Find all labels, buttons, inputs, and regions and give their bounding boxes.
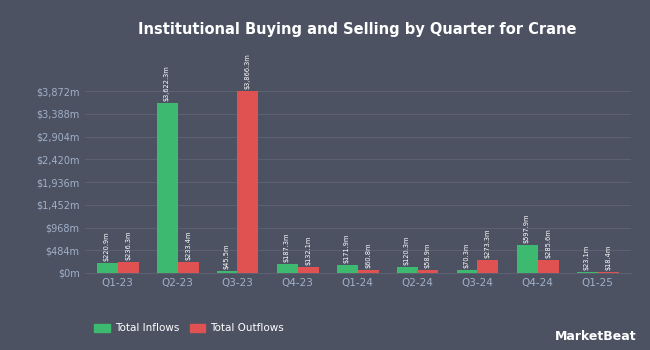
Bar bbox=[118, 262, 138, 273]
Bar bbox=[237, 91, 259, 273]
Bar bbox=[396, 267, 417, 273]
Text: $58.9m: $58.9m bbox=[425, 243, 431, 268]
Text: MarketBeat: MarketBeat bbox=[555, 330, 637, 343]
Bar bbox=[358, 270, 378, 273]
Bar bbox=[478, 260, 499, 273]
Text: $132.1m: $132.1m bbox=[305, 236, 311, 265]
Text: $70.3m: $70.3m bbox=[464, 243, 470, 268]
Text: $597.9m: $597.9m bbox=[524, 214, 530, 243]
Text: $45.5m: $45.5m bbox=[224, 244, 230, 269]
Bar bbox=[597, 272, 619, 273]
Text: $23.1m: $23.1m bbox=[584, 245, 590, 270]
Bar bbox=[276, 264, 298, 273]
Legend: Total Inflows, Total Outflows: Total Inflows, Total Outflows bbox=[90, 319, 288, 337]
Bar bbox=[177, 262, 198, 273]
Bar bbox=[157, 103, 177, 273]
Bar bbox=[96, 262, 118, 273]
Bar bbox=[538, 260, 558, 273]
Text: $3,622.3m: $3,622.3m bbox=[164, 65, 170, 101]
Bar bbox=[417, 270, 439, 273]
Bar bbox=[337, 265, 358, 273]
Bar bbox=[298, 267, 318, 273]
Text: $171.9m: $171.9m bbox=[344, 234, 350, 263]
Text: $120.3m: $120.3m bbox=[404, 236, 410, 265]
Bar bbox=[216, 271, 237, 273]
Text: $3,866.3m: $3,866.3m bbox=[245, 54, 251, 89]
Bar bbox=[577, 272, 597, 273]
Text: $233.4m: $233.4m bbox=[185, 231, 191, 260]
Text: $285.6m: $285.6m bbox=[545, 228, 551, 258]
Text: $220.9m: $220.9m bbox=[104, 231, 110, 261]
Text: $18.4m: $18.4m bbox=[605, 245, 611, 270]
Bar bbox=[456, 270, 478, 273]
Text: $236.3m: $236.3m bbox=[125, 231, 131, 260]
Title: Institutional Buying and Selling by Quarter for Crane: Institutional Buying and Selling by Quar… bbox=[138, 22, 577, 37]
Text: $60.8m: $60.8m bbox=[365, 243, 371, 268]
Text: $273.3m: $273.3m bbox=[485, 229, 491, 258]
Text: $187.3m: $187.3m bbox=[284, 233, 290, 262]
Bar bbox=[517, 245, 538, 273]
